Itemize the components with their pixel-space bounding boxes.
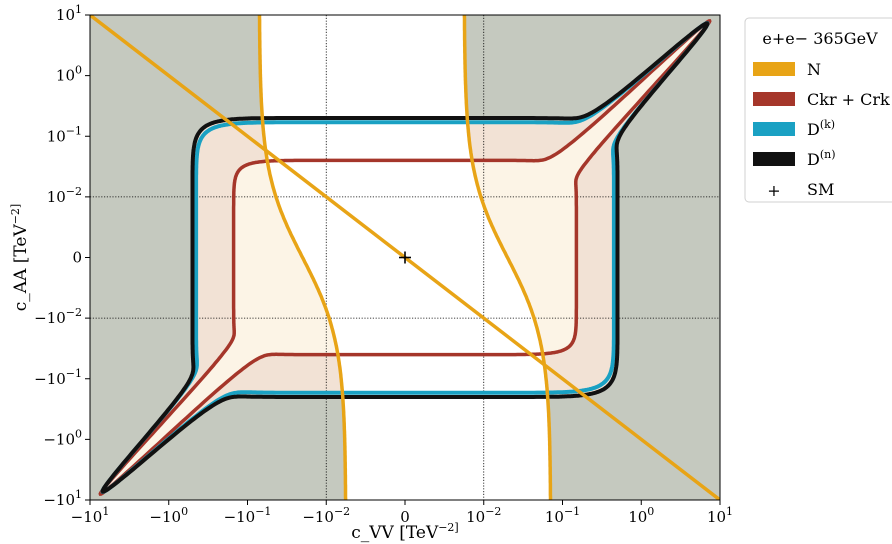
legend-label: D(n) [807,148,836,169]
series-n-line-left [257,15,348,500]
series-d-n-line [100,21,710,494]
legend-title: e+e− 365GeV [762,29,878,48]
legend: e+e− 365GeV N Ckr + Crk D(k) D(n) + SM [744,17,892,203]
x-axis-label: c_VV [TeV−2] [351,521,458,543]
gridlines [90,15,720,500]
y-axis-ticks: 101 100 10−1 10−2 0 −10−2 −10−1 −100 −101 [34,3,90,509]
legend-swatch [753,152,795,166]
points [399,251,411,264]
y-tick-label: 100 [56,64,82,85]
y-axis-label: c_AA [TeV−2] [9,204,31,311]
legend-swatch [753,122,795,136]
x-axis-ticks: −101 −100 −10−1 −10−2 0 10−2 10−1 100 101 [71,500,733,526]
x-tick-label: −100 [149,505,188,526]
x-tick-label: 100 [628,505,654,526]
legend-swatch [753,62,795,76]
y-tick-label: 10−1 [47,124,82,145]
y-tick-label: 101 [56,3,82,24]
legend-marker: + [767,181,780,200]
axis-labels: c_VV [TeV−2] c_AA [TeV−2] [9,204,459,543]
x-tick-label: −10−2 [302,505,350,526]
y-tick-label: −10−1 [34,367,82,388]
x-tick-label: 0 [400,508,410,526]
x-tick-label: −101 [71,505,110,526]
legend-label: Ckr + Crk [807,90,890,109]
x-tick-label: 101 [707,505,733,526]
x-tick-label: 10−1 [545,505,580,526]
x-tick-label: 10−2 [466,505,501,526]
legend-label: D(k) [807,118,835,139]
series-n-line-right [462,15,553,500]
series-c-kr-c-rk-line [98,19,712,496]
y-tick-label: −101 [43,488,82,509]
y-tick-label: 10−2 [47,185,82,206]
y-tick-label: −10−2 [34,306,82,327]
y-tick-label: 0 [72,249,82,267]
plot-area [90,15,720,500]
legend-label: SM [807,180,834,199]
legend-swatch [753,92,795,106]
y-tick-label: −100 [43,427,82,448]
x-tick-label: −10−1 [224,505,272,526]
legend-label: N [807,60,821,79]
